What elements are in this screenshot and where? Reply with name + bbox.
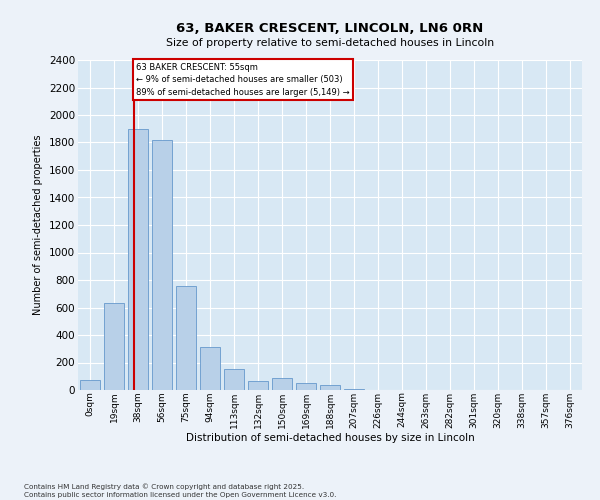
Bar: [128, 128, 148, 390]
Text: Contains HM Land Registry data © Crown copyright and database right 2025.
Contai: Contains HM Land Registry data © Crown c…: [24, 484, 337, 498]
X-axis label: Distribution of semi-detached houses by size in Lincoln: Distribution of semi-detached houses by …: [185, 434, 475, 444]
Y-axis label: Number of semi-detached properties: Number of semi-detached properties: [34, 134, 43, 316]
Text: 63 BAKER CRESCENT: 55sqm
← 9% of semi-detached houses are smaller (503)
89% of s: 63 BAKER CRESCENT: 55sqm ← 9% of semi-de…: [136, 62, 350, 97]
Bar: [104, 304, 124, 390]
Bar: [320, 385, 340, 390]
Bar: [248, 381, 268, 390]
Bar: [176, 286, 196, 390]
Bar: [200, 348, 220, 390]
Bar: [80, 380, 100, 390]
Bar: [272, 378, 292, 390]
Text: 63, BAKER CRESCENT, LINCOLN, LN6 0RN: 63, BAKER CRESCENT, LINCOLN, LN6 0RN: [176, 22, 484, 36]
Bar: [152, 140, 172, 390]
Bar: [296, 383, 316, 390]
Bar: [224, 368, 244, 390]
Text: Size of property relative to semi-detached houses in Lincoln: Size of property relative to semi-detach…: [166, 38, 494, 48]
